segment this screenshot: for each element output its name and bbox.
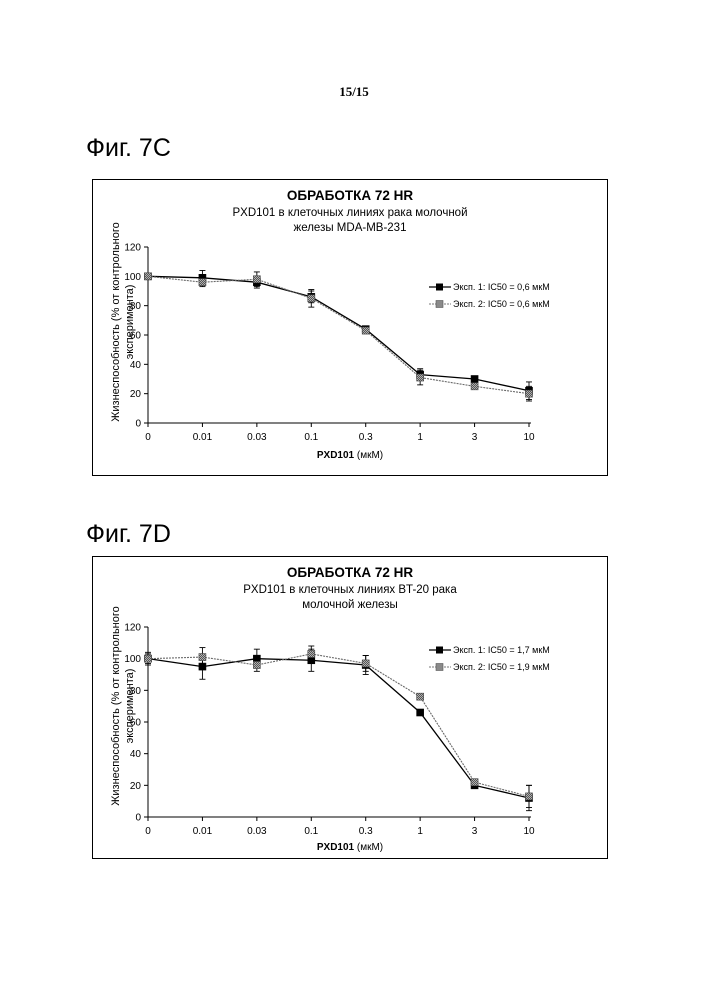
x-tick-label: 0.01	[193, 432, 213, 443]
x-tick-label: 0	[145, 432, 151, 443]
legend: Эксп. 1: IC50 = 1,7 мкМ Эксп. 2: IC50 = …	[429, 641, 550, 675]
y-tick-label: 0	[135, 813, 141, 824]
series-line	[148, 654, 529, 797]
legend-label: Эксп. 2: IC50 = 0,6 мкМ	[453, 299, 550, 309]
data-point	[471, 779, 478, 786]
y-tick-label: 20	[130, 389, 142, 400]
y-tick-label: 60	[130, 718, 142, 729]
y-tick-label: 0	[135, 419, 141, 430]
plot-area: 0 20 40 60 80 100 120 0 0.01 0.03 0.1 0.3 1 3 10	[93, 180, 607, 475]
data-point	[417, 693, 424, 700]
x-tick-label: 3	[472, 826, 478, 837]
y-tick-label: 20	[130, 781, 142, 792]
x-tick-label: 1	[417, 826, 423, 837]
legend-entry-exp2: Эксп. 2: IC50 = 1,9 мкМ	[429, 658, 550, 675]
data-point	[526, 793, 533, 800]
data-point	[417, 374, 424, 381]
x-tick-label: 0.01	[193, 826, 213, 837]
x-axis-label-name: PXD101	[317, 842, 354, 853]
y-tick-label: 40	[130, 360, 142, 371]
data-point	[253, 662, 260, 669]
x-tick-label: 0.3	[359, 432, 373, 443]
legend-label: Эксп. 1: IC50 = 0,6 мкМ	[453, 282, 550, 292]
figure-label-7c: Фиг. 7C	[86, 134, 171, 163]
y-tick-label: 120	[124, 623, 141, 634]
x-tick-label: 0.1	[304, 826, 318, 837]
x-tick-label: 10	[523, 826, 535, 837]
legend-marker-solid	[429, 645, 451, 655]
data-point	[526, 390, 533, 397]
data-point	[145, 655, 152, 662]
legend-entry-exp1: Эксп. 1: IC50 = 1,7 мкМ	[429, 641, 550, 658]
legend: Эксп. 1: IC50 = 0,6 мкМ Эксп. 2: IC50 = …	[429, 278, 550, 312]
page-number: 15/15	[0, 84, 708, 100]
plot-area: 0 20 40 60 80 100 120 0 0.01 0.03 0.1 0.3 1 3 10	[93, 557, 607, 858]
x-tick-label: 0.03	[247, 432, 267, 443]
y-tick-label: 40	[130, 749, 142, 760]
chart-7d: ОБРАБОТКА 72 HR PXD101 в клеточных линия…	[92, 556, 608, 859]
x-axis-label: PXD101 (мкМ)	[93, 450, 607, 461]
chart-7c: ОБРАБОТКА 72 HR PXD101 в клеточных линия…	[92, 179, 608, 476]
data-point	[308, 650, 315, 657]
data-point	[362, 660, 369, 667]
x-axis-label-unit: (мкМ)	[357, 450, 383, 461]
y-tick-label: 80	[130, 301, 142, 312]
data-point	[253, 276, 260, 283]
legend-marker-solid	[429, 282, 451, 292]
legend-marker-hatched	[429, 662, 451, 672]
legend-entry-exp1: Эксп. 1: IC50 = 0,6 мкМ	[429, 278, 550, 295]
x-tick-label: 3	[472, 432, 478, 443]
legend-label: Эксп. 1: IC50 = 1,7 мкМ	[453, 645, 550, 655]
x-axis-label-name: PXD101	[317, 450, 354, 461]
legend-label: Эксп. 2: IC50 = 1,9 мкМ	[453, 662, 550, 672]
data-point	[471, 376, 478, 383]
data-point	[417, 709, 424, 716]
y-tick-label: 100	[124, 272, 141, 283]
y-tick-label: 60	[130, 331, 142, 342]
x-tick-label: 0	[145, 826, 151, 837]
y-tick-label: 100	[124, 654, 141, 665]
data-point	[471, 383, 478, 390]
legend-entry-exp2: Эксп. 2: IC50 = 0,6 мкМ	[429, 295, 550, 312]
x-axis-label: PXD101 (мкМ)	[93, 842, 607, 853]
data-point	[199, 279, 206, 286]
x-tick-label: 0.3	[359, 826, 373, 837]
data-point	[362, 327, 369, 334]
data-point	[308, 295, 315, 302]
x-tick-label: 10	[523, 432, 535, 443]
y-tick-label: 120	[124, 243, 141, 254]
data-point	[145, 273, 152, 280]
x-tick-label: 0.03	[247, 826, 267, 837]
figure-label-7d: Фиг. 7D	[86, 520, 171, 549]
y-tick-label: 80	[130, 686, 142, 697]
x-axis-label-unit: (мкМ)	[357, 842, 383, 853]
x-tick-label: 1	[417, 432, 423, 443]
legend-marker-hatched	[429, 299, 451, 309]
data-point	[199, 654, 206, 661]
x-tick-label: 0.1	[304, 432, 318, 443]
